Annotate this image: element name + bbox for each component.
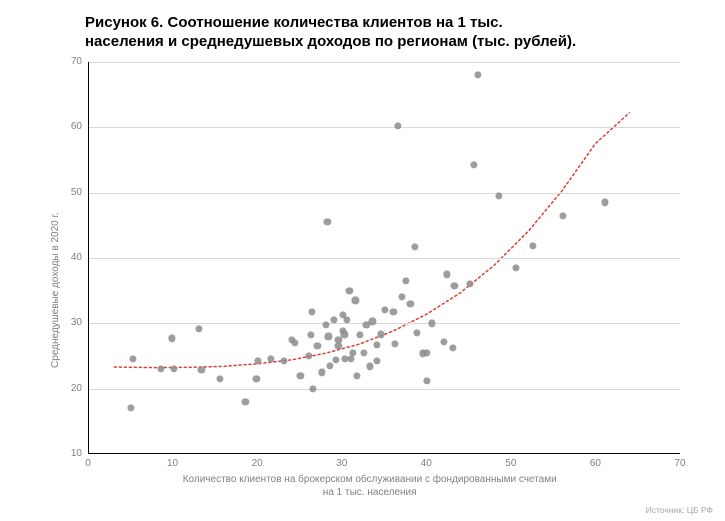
y-tick-label: 60 xyxy=(52,121,82,132)
x-axis-label: Количество клиентов на брокерском обслуж… xyxy=(183,474,557,499)
y-tick-label: 40 xyxy=(52,252,82,263)
y-tick-label: 70 xyxy=(52,56,82,67)
plot-area xyxy=(88,62,680,454)
x-tick-label: 10 xyxy=(158,458,188,469)
x-tick-label: 0 xyxy=(73,458,103,469)
chart-title: Рисунок 6. Соотношение количества клиент… xyxy=(85,14,665,52)
y-axis-label: Среднедушевые доходы в 2020 г. xyxy=(50,212,61,368)
grid-line xyxy=(89,389,680,390)
y-tick-label: 30 xyxy=(52,317,82,328)
grid-line xyxy=(89,258,680,259)
x-tick-label: 60 xyxy=(580,458,610,469)
grid-line xyxy=(89,62,680,63)
x-tick-label: 70 xyxy=(665,458,695,469)
y-tick-label: 20 xyxy=(52,383,82,394)
grid-line xyxy=(89,127,680,128)
source-text: Источник: ЦБ РФ xyxy=(646,505,713,515)
grid-line xyxy=(89,193,680,194)
x-tick-label: 30 xyxy=(327,458,357,469)
figure: Рисунок 6. Соотношение количества клиент… xyxy=(0,0,725,521)
x-tick-label: 50 xyxy=(496,458,526,469)
grid-line xyxy=(89,323,680,324)
y-tick-label: 50 xyxy=(52,187,82,198)
x-tick-label: 20 xyxy=(242,458,272,469)
x-tick-label: 40 xyxy=(411,458,441,469)
